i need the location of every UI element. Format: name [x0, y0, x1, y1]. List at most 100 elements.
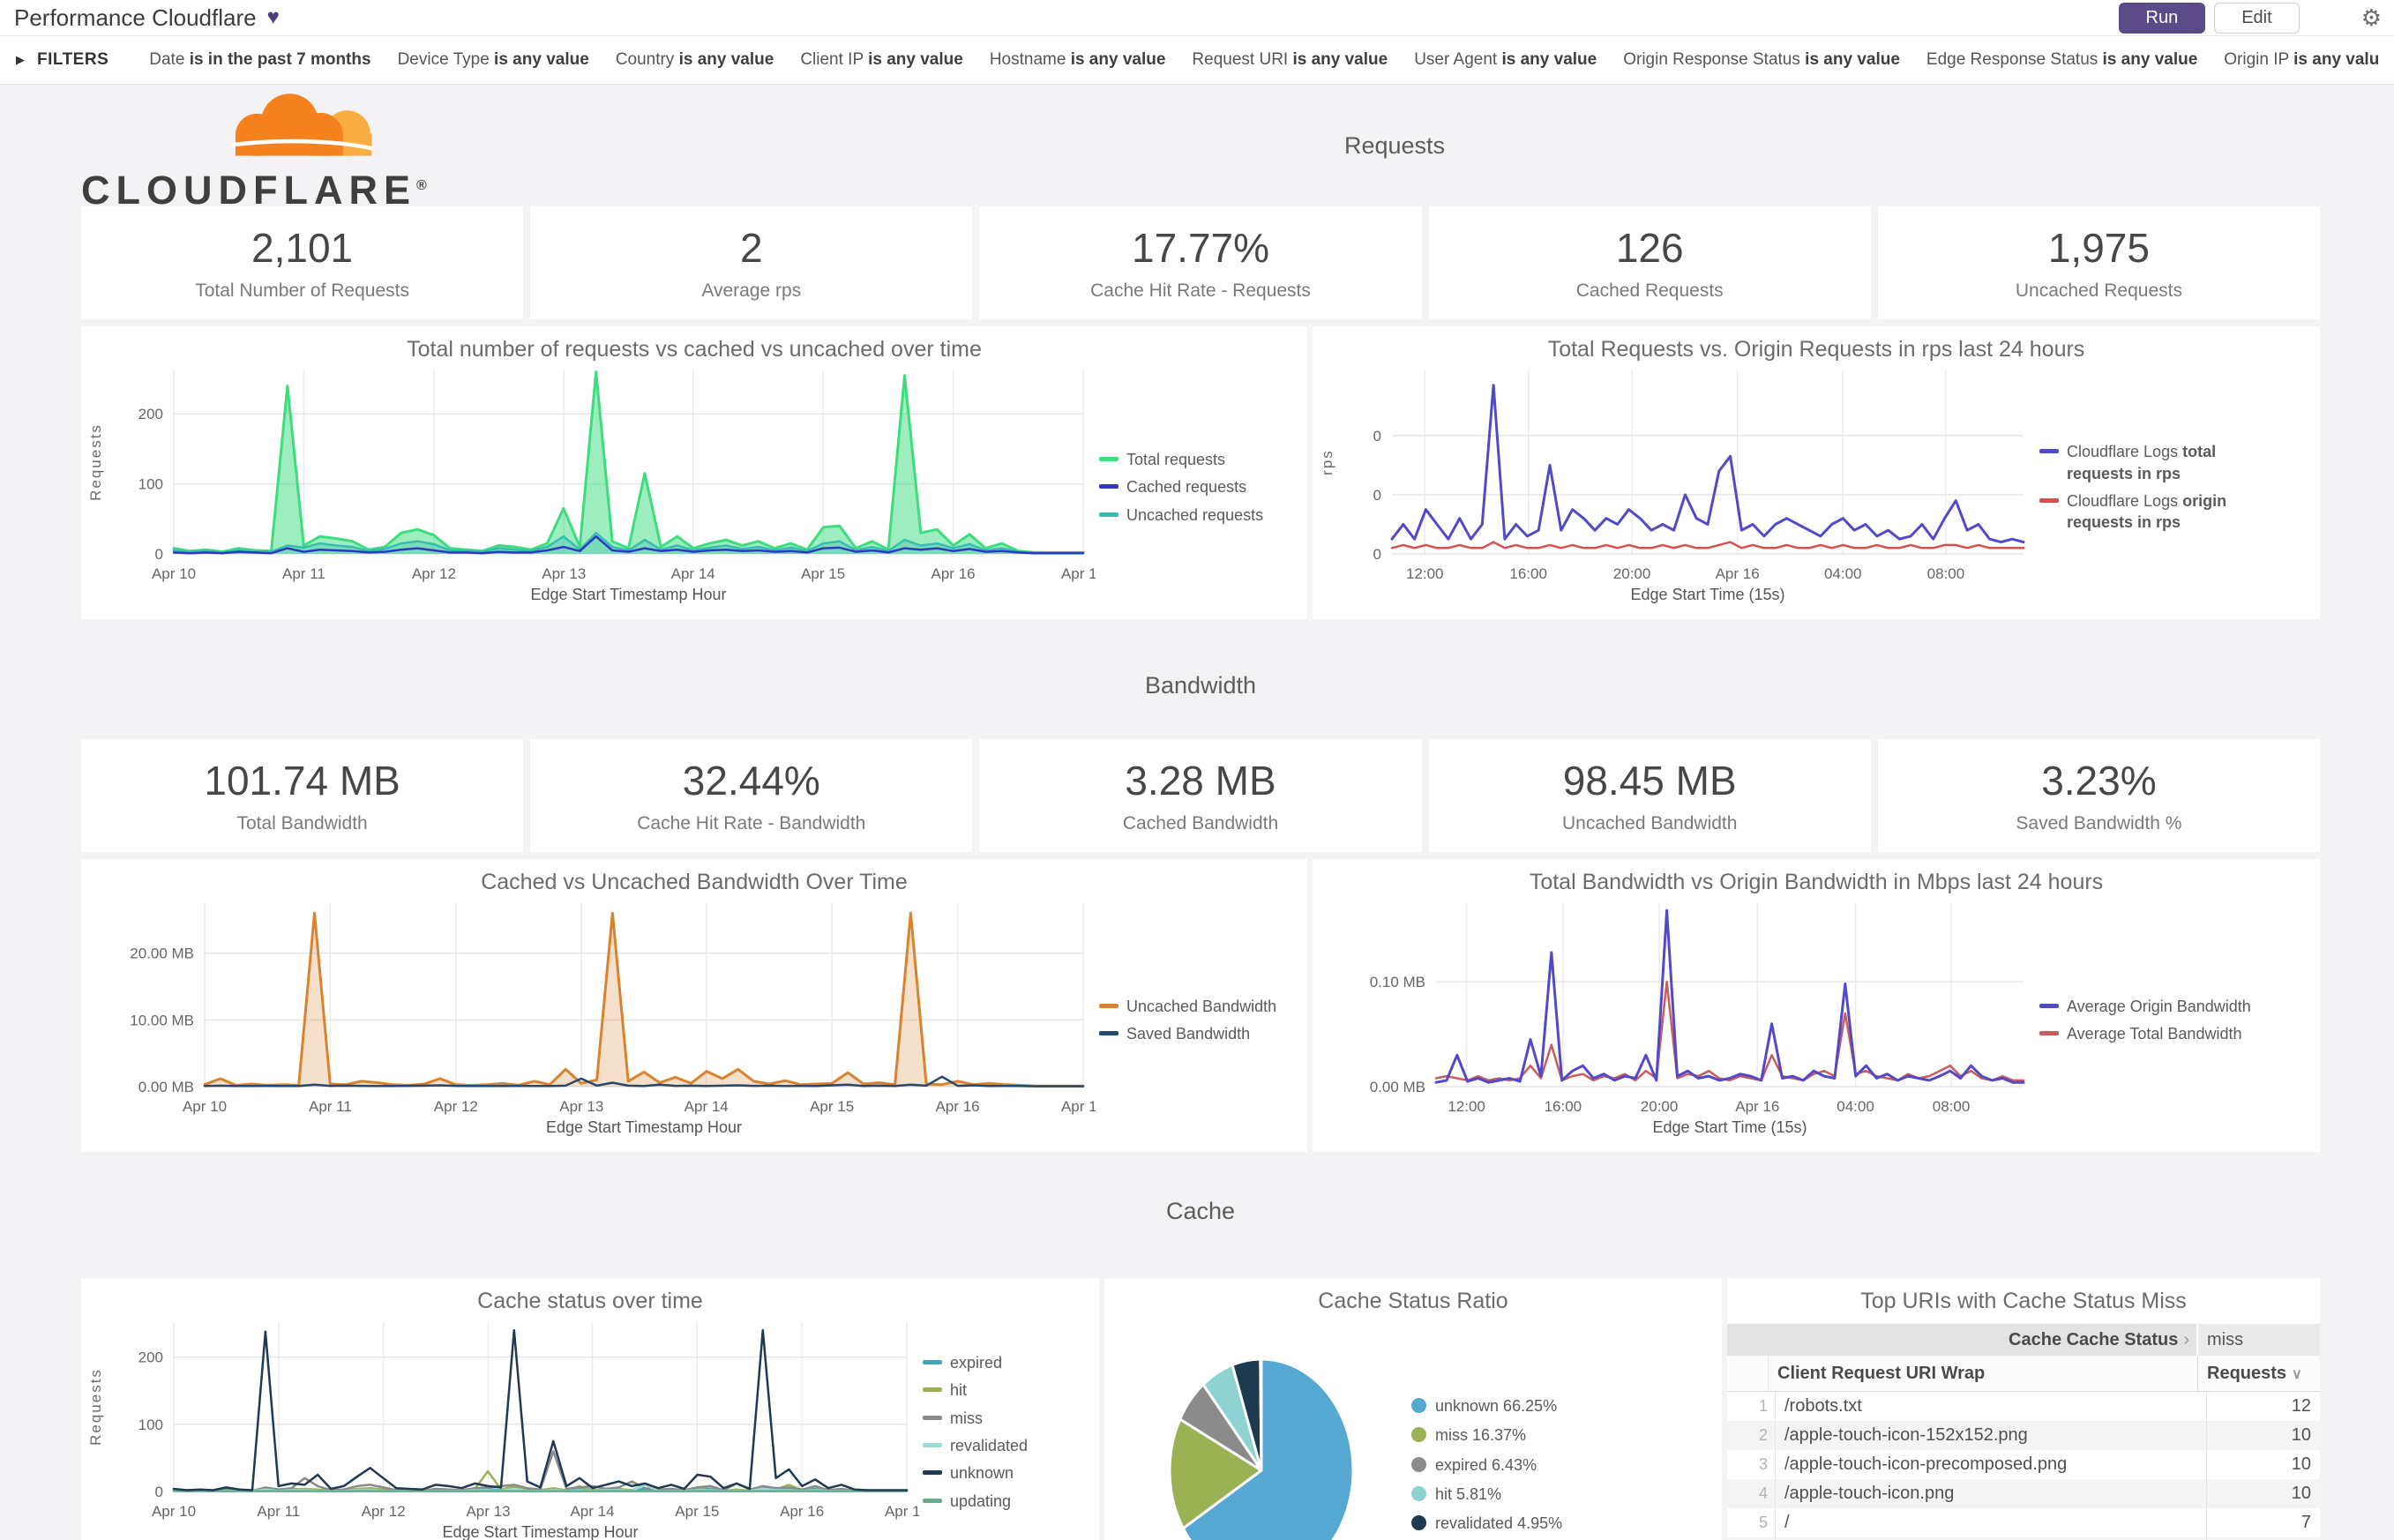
- filters-expand-caret[interactable]: ▶: [16, 53, 25, 66]
- filter-item[interactable]: Origin IP is any value: [2224, 50, 2378, 69]
- legend-item[interactable]: Cloudflare Logs total requests in rps: [2039, 441, 2252, 484]
- dashboard-content: CLOUDFLARE® Requests 2,101 Total Number o…: [0, 85, 2394, 1540]
- legend-item[interactable]: Cached requests: [1099, 476, 1263, 497]
- kpi-card[interactable]: 101.74 MB Total Bandwidth: [81, 739, 524, 852]
- svg-text:Edge Start Timestamp Hour: Edge Start Timestamp Hour: [442, 1523, 638, 1540]
- kpi-card[interactable]: 3.28 MB Cached Bandwidth: [979, 739, 1422, 852]
- kpi-value[interactable]: 1,975: [2047, 225, 2150, 271]
- uri-cell[interactable]: /apple-touch-icon-152x152.png: [1784, 1425, 2028, 1445]
- svg-text:Apr 16: Apr 16: [936, 1098, 980, 1115]
- filter-item[interactable]: User Agent is any value: [1414, 50, 1597, 69]
- run-button[interactable]: Run: [2118, 2, 2206, 34]
- table-body: 1/robots.txt 12 2/apple-touch-icon-152x152…: [1727, 1392, 2320, 1540]
- legend-item[interactable]: Total requests: [1099, 449, 1263, 470]
- requests-over-time-chart[interactable]: Apr 10 Apr 11 Apr 12 Apr 13 Apr 14 Apr 15 Apr …: [81, 360, 1105, 615]
- kpi-value[interactable]: 126: [1615, 225, 1684, 271]
- kpi-value[interactable]: 98.45 MB: [1562, 758, 1737, 804]
- table-row[interactable]: 1/robots.txt 12: [1727, 1392, 2320, 1421]
- legend-item[interactable]: hit 5.81%: [1411, 1484, 1562, 1505]
- requests-column-header[interactable]: Requests ∨: [2197, 1356, 2320, 1391]
- cache-status-chart[interactable]: Apr 10 Apr 11 Apr 12 Apr 13 Apr 14 Apr 15 Apr …: [81, 1312, 929, 1540]
- legend-item[interactable]: revalidated 4.95%: [1411, 1513, 1562, 1534]
- kpi-value[interactable]: 2: [740, 225, 763, 271]
- kpi-card[interactable]: 98.45 MB Uncached Bandwidth: [1428, 739, 1871, 852]
- legend-item[interactable]: expired: [923, 1352, 1028, 1373]
- legend-item[interactable]: updating: [923, 1491, 1028, 1512]
- filter-item[interactable]: Date is in the past 7 months: [149, 50, 371, 69]
- legend-item[interactable]: expired 6.43%: [1411, 1454, 1562, 1476]
- svg-text:100: 100: [138, 476, 163, 493]
- legend-item[interactable]: Average Total Bandwidth: [2039, 1023, 2251, 1044]
- legend-swatch-icon: [1411, 1398, 1426, 1413]
- legend-item[interactable]: unknown 66.25%: [1411, 1395, 1562, 1417]
- kpi-value[interactable]: 17.77%: [1132, 225, 1270, 271]
- legend-label: Uncached Bandwidth: [1126, 997, 1277, 1015]
- legend-item[interactable]: Saved Bandwidth: [1099, 1023, 1276, 1044]
- legend-item[interactable]: unknown: [923, 1462, 1028, 1484]
- uri-column-header[interactable]: Client Request URI Wrap: [1777, 1364, 1986, 1383]
- kpi-label: Total Bandwidth: [236, 813, 368, 834]
- kpi-value[interactable]: 3.23%: [2041, 758, 2157, 804]
- kpi-value[interactable]: 2,101: [251, 225, 354, 271]
- uri-cell[interactable]: /apple-touch-icon-precomposed.png: [1784, 1454, 2068, 1474]
- edit-button[interactable]: Edit: [2214, 2, 2300, 34]
- kpi-card[interactable]: 32.44% Cache Hit Rate - Bandwidth: [530, 739, 973, 852]
- chart-legend: Average Origin Bandwidth Average Total Ba…: [2036, 990, 2251, 1051]
- kpi-card[interactable]: 2 Average rps: [530, 206, 973, 319]
- svg-text:Apr 14: Apr 14: [671, 565, 715, 582]
- kpi-value[interactable]: 101.74 MB: [204, 758, 400, 804]
- legend-label: expired 6.43%: [1435, 1455, 1537, 1474]
- table-row[interactable]: 6/index.php/contact/7: [1727, 1537, 2320, 1540]
- legend-item[interactable]: Average Origin Bandwidth: [2039, 996, 2251, 1017]
- chart-legend: expired hit miss revalidated unknown updating: [919, 1346, 1028, 1518]
- gear-icon[interactable]: ⚙: [2360, 4, 2382, 31]
- bandwidth-over-time-chart[interactable]: Apr 10 Apr 11 Apr 12 Apr 13 Apr 14 Apr 15 Apr …: [81, 893, 1105, 1148]
- pivot-header-row: Cache Cache Status › miss: [1727, 1324, 2320, 1356]
- filter-item[interactable]: Device Type is any value: [397, 50, 589, 69]
- pivot-header: Cache Cache Status ›: [1727, 1324, 2196, 1356]
- filter-item[interactable]: Country is any value: [615, 50, 774, 69]
- cache-ratio-pie-chart[interactable]: [1104, 1336, 1383, 1540]
- svg-text:Edge Start Timestamp Hour: Edge Start Timestamp Hour: [546, 1118, 742, 1136]
- requests-cell[interactable]: 7: [2206, 1537, 2320, 1540]
- legend-label: updating: [950, 1491, 1012, 1510]
- legend-swatch-icon: [923, 1443, 942, 1447]
- svg-text:08:00: 08:00: [1927, 565, 1965, 582]
- legend-item[interactable]: miss: [923, 1408, 1028, 1429]
- kpi-card[interactable]: 1,975 Uncached Requests: [1877, 206, 2321, 319]
- legend-item[interactable]: revalidated: [923, 1435, 1028, 1456]
- kpi-card[interactable]: 126 Cached Requests: [1428, 206, 1871, 319]
- row-index: 2: [1727, 1421, 1776, 1450]
- legend-item[interactable]: Uncached Bandwidth: [1099, 996, 1276, 1017]
- table-row[interactable]: 5 / 7: [1727, 1508, 2320, 1537]
- index-column-header: [1727, 1356, 1769, 1391]
- requests-cell[interactable]: 12: [2206, 1392, 2320, 1421]
- table-row[interactable]: 4/apple-touch-icon.png 10: [1727, 1479, 2320, 1508]
- uri-cell[interactable]: /apple-touch-icon.png: [1784, 1484, 1955, 1503]
- table-row[interactable]: 3/apple-touch-icon-precomposed.png 10: [1727, 1450, 2320, 1479]
- kpi-card[interactable]: 2,101 Total Number of Requests: [81, 206, 524, 319]
- kpi-value[interactable]: 32.44%: [682, 758, 820, 804]
- table-row[interactable]: 2/apple-touch-icon-152x152.png 10: [1727, 1421, 2320, 1450]
- requests-cell[interactable]: 7: [2206, 1508, 2320, 1537]
- filter-item[interactable]: Request URI is any value: [1192, 50, 1388, 69]
- rps-24h-chart[interactable]: 12:00 16:00 20:00 Apr 16 04:00 08:00 0 0 0 Edge S…: [1313, 360, 2036, 615]
- legend-item[interactable]: Uncached requests: [1099, 505, 1263, 526]
- filter-item[interactable]: Origin Response Status is any value: [1623, 50, 1900, 69]
- bandwidth-24h-chart[interactable]: 12:00 16:00 20:00 Apr 16 04:00 08:00 0.00 MB 0.…: [1313, 893, 2036, 1148]
- svg-text:Apr 16: Apr 16: [931, 565, 976, 582]
- legend-item[interactable]: hit: [923, 1379, 1028, 1401]
- uri-cell[interactable]: /robots.txt: [1784, 1396, 1862, 1416]
- uri-cell[interactable]: /: [1784, 1513, 1790, 1532]
- requests-cell[interactable]: 10: [2206, 1421, 2320, 1450]
- kpi-card[interactable]: 17.77% Cache Hit Rate - Requests: [979, 206, 1422, 319]
- requests-cell[interactable]: 10: [2206, 1450, 2320, 1479]
- filter-item[interactable]: Client IP is any value: [800, 50, 963, 69]
- legend-item[interactable]: Cloudflare Logs origin requests in rps: [2039, 490, 2252, 534]
- filter-item[interactable]: Hostname is any value: [989, 50, 1166, 69]
- kpi-card[interactable]: 3.23% Saved Bandwidth %: [1877, 739, 2321, 852]
- legend-item[interactable]: miss 16.37%: [1411, 1424, 1562, 1446]
- filter-item[interactable]: Edge Response Status is any value: [1926, 50, 2198, 69]
- requests-cell[interactable]: 10: [2206, 1479, 2320, 1508]
- kpi-value[interactable]: 3.28 MB: [1125, 758, 1276, 804]
